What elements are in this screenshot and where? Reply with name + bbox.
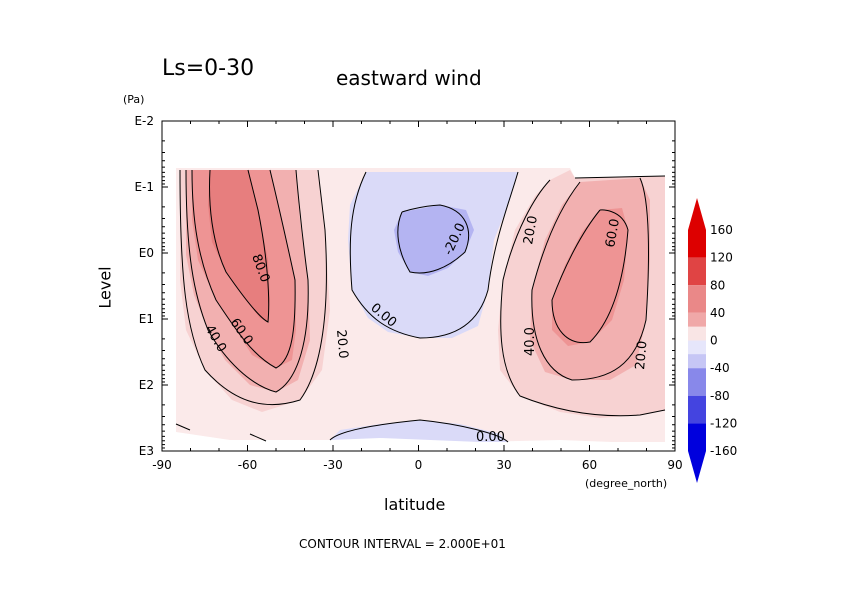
colorbar-box (688, 340, 706, 355)
x-tick-label: -30 (323, 458, 343, 472)
season-label: Ls=0-30 (162, 56, 255, 81)
contour-line-neg20 (397, 204, 469, 274)
fill-band-neg-20 (394, 205, 474, 276)
x-tick-label: -60 (238, 458, 258, 472)
colorbar-tick-label: 80 (710, 278, 725, 292)
x-unit-label: (degree_north) (585, 477, 668, 490)
contour-label-60-north: 60.0 (603, 218, 623, 249)
chart-title: eastward wind (336, 66, 482, 90)
y-tick-label: E1 (139, 312, 154, 326)
colorbar-box (688, 423, 706, 451)
colorbar-tick-label: -160 (710, 444, 737, 458)
contour-line-80-south (209, 169, 270, 323)
colorbar-box (688, 285, 706, 313)
colorbar (688, 198, 706, 483)
x-tick-labels: -90 -60 -30 0 30 60 90 (152, 458, 682, 472)
contour-interval-label: CONTOUR INTERVAL = 2.000E+01 (299, 537, 506, 551)
contour-line-20-south (179, 169, 327, 406)
fill-band-80-south (208, 170, 270, 322)
colorbar-box (688, 368, 706, 396)
y-tick-label: E2 (139, 378, 154, 392)
contour-line-0-bottom-left-b (249, 433, 267, 442)
colorbar-tick-label: 160 (710, 223, 733, 237)
y-tick-label: E0 (139, 246, 154, 260)
colorbar-tick-label: -120 (710, 416, 737, 430)
colorbar-box (688, 257, 706, 286)
x-axis-label: latitude (384, 495, 446, 514)
colorbar-box (688, 312, 706, 327)
contour-line-60-south (191, 169, 296, 369)
contour-line-40-south (185, 169, 309, 393)
contour-lines (175, 169, 666, 443)
contour-line-60-north (551, 209, 629, 344)
x-tick-label: -90 (152, 458, 172, 472)
y-unit-label: (Pa) (123, 93, 145, 106)
colorbar-min-arrow (688, 451, 706, 483)
contour-label-20-north-bottom: 20.0 (633, 340, 650, 370)
colorbar-tick-label: 40 (710, 306, 725, 320)
contour-line-20-north (500, 179, 666, 417)
contour-line-20-north-right (574, 175, 666, 179)
contour-label-20-north-top: 20.0 (521, 215, 541, 246)
x-tick-label: 30 (496, 458, 511, 472)
y-tick-labels: E-2 E-1 E0 E1 E2 E3 (134, 114, 154, 458)
colorbar-tick-label: 0 (710, 334, 718, 348)
x-tick-label: 0 (415, 458, 423, 472)
contour-fills (176, 168, 665, 442)
y-tick-label: E-2 (134, 114, 154, 128)
contour-line-0-bottom (329, 419, 509, 443)
contour-line-0-bottom-left-a (175, 423, 191, 431)
y-tick-label: E-1 (134, 180, 154, 194)
axis-ticks (161, 120, 676, 452)
contour-label-0-bottom: 0.00 (476, 430, 505, 445)
colorbar-tick-label: 120 (710, 251, 733, 265)
colorbar-tick-labels: 160 120 80 40 0 -40 -80 -120 -160 (710, 223, 737, 458)
colorbar-max-arrow (688, 198, 706, 230)
contour-line-0-equator (349, 171, 519, 339)
colorbar-tick-label: -80 (710, 389, 730, 403)
x-tick-label: 60 (582, 458, 597, 472)
fill-band-60-north (552, 208, 628, 346)
contour-line-40-north (531, 177, 649, 381)
y-tick-label: E3 (139, 444, 154, 458)
contour-label-20-south: 20.0 (333, 329, 350, 359)
colorbar-box (688, 230, 706, 258)
colorbar-box (688, 354, 706, 369)
colorbar-tick-label: -40 (710, 361, 730, 375)
colorbar-box (688, 326, 706, 341)
contour-label-40-north: 40.0 (523, 327, 538, 356)
colorbar-box (688, 395, 706, 424)
x-tick-label: 90 (667, 458, 682, 472)
